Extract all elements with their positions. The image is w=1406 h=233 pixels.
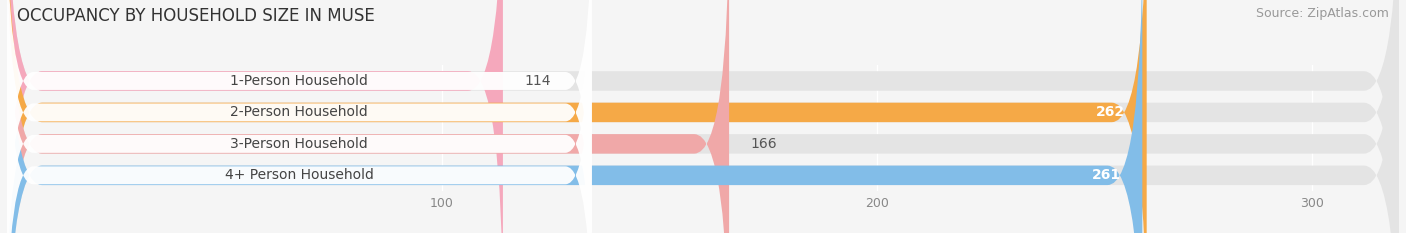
FancyBboxPatch shape — [7, 0, 592, 233]
Text: 2-Person Household: 2-Person Household — [231, 105, 368, 120]
Text: 261: 261 — [1091, 168, 1121, 182]
FancyBboxPatch shape — [7, 0, 503, 233]
FancyBboxPatch shape — [7, 0, 1399, 233]
Text: 114: 114 — [524, 74, 551, 88]
Text: Source: ZipAtlas.com: Source: ZipAtlas.com — [1256, 7, 1389, 20]
FancyBboxPatch shape — [7, 0, 1399, 233]
Text: 1-Person Household: 1-Person Household — [231, 74, 368, 88]
FancyBboxPatch shape — [7, 0, 730, 233]
FancyBboxPatch shape — [7, 0, 592, 233]
FancyBboxPatch shape — [7, 0, 1142, 233]
Text: 262: 262 — [1095, 105, 1125, 120]
FancyBboxPatch shape — [7, 0, 1399, 233]
Text: 3-Person Household: 3-Person Household — [231, 137, 368, 151]
FancyBboxPatch shape — [7, 0, 592, 233]
FancyBboxPatch shape — [7, 0, 592, 233]
FancyBboxPatch shape — [7, 0, 1399, 233]
FancyBboxPatch shape — [7, 0, 1147, 233]
Text: OCCUPANCY BY HOUSEHOLD SIZE IN MUSE: OCCUPANCY BY HOUSEHOLD SIZE IN MUSE — [17, 7, 374, 25]
Text: 4+ Person Household: 4+ Person Household — [225, 168, 374, 182]
Text: 166: 166 — [751, 137, 778, 151]
